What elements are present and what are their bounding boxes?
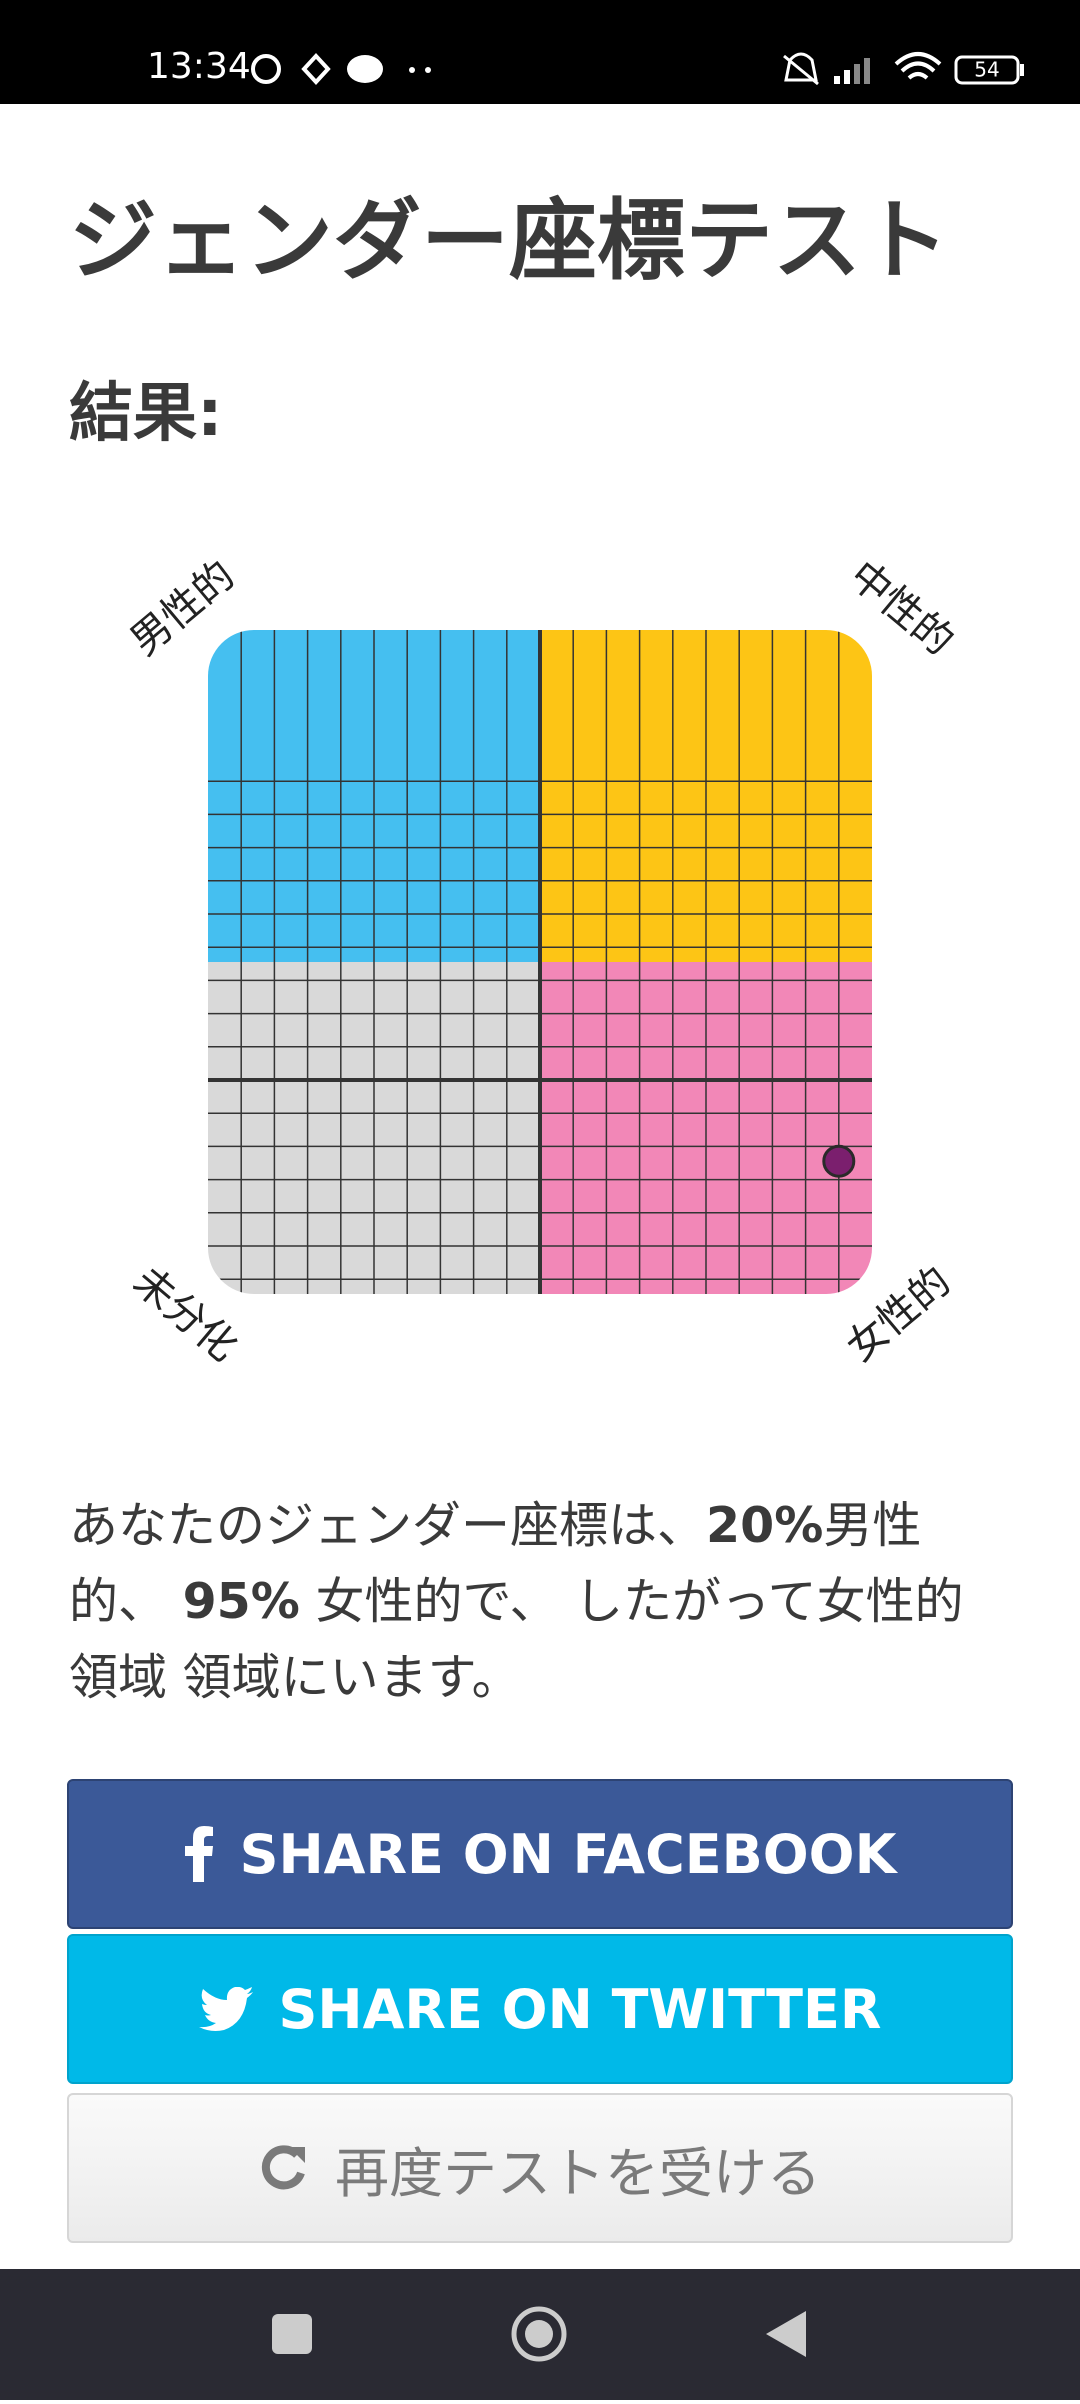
clock: 13:34 [147,46,251,87]
navigation-bar [0,2269,1080,2400]
nav-icons [272,2306,806,2362]
text: 女性的で、 したがって女性的領域 領域にいます。 [69,1573,964,1706]
percentage: 20% [706,1497,824,1554]
page-title: ジェンダー座標テスト [69,189,950,292]
facebook-share-button[interactable]: SHARE ON FACEBOOK [67,1779,1013,1929]
status-icons: 54 [251,52,1024,86]
retake-button[interactable]: 再度テストを受ける [67,2093,1013,2243]
recents-button[interactable] [272,2314,312,2354]
text: 男性的、 [69,1497,922,1630]
result-point [822,1144,856,1178]
button-label: 再度テストを受ける [335,2141,821,2205]
twitter-icon [198,1987,253,2031]
text: あなたのジェンダー座標は、 [69,1497,707,1554]
gender-chart: 男性的 中性的 未分化 女性的 [122,552,962,1370]
facebook-icon [184,1826,213,1882]
result-heading: 結果: [69,377,223,451]
button-label: SHARE ON TWITTER [278,1977,882,2041]
button-label: SHARE ON FACEBOOK [239,1822,897,1886]
status-bar: 13:34 54 [0,0,1080,104]
chart-grid [208,630,872,1294]
percentage: 95% [182,1573,300,1630]
result-text: あなたのジェンダー座標は、20%男性的、 95% 女性的で、 したがって女性的領… [69,1488,1009,1716]
battery-level: 54 [974,58,999,82]
twitter-share-button[interactable]: SHARE ON TWITTER [67,1934,1013,2084]
back-button[interactable] [766,2311,806,2357]
refresh-icon [261,2145,305,2190]
home-button[interactable] [511,2306,567,2362]
